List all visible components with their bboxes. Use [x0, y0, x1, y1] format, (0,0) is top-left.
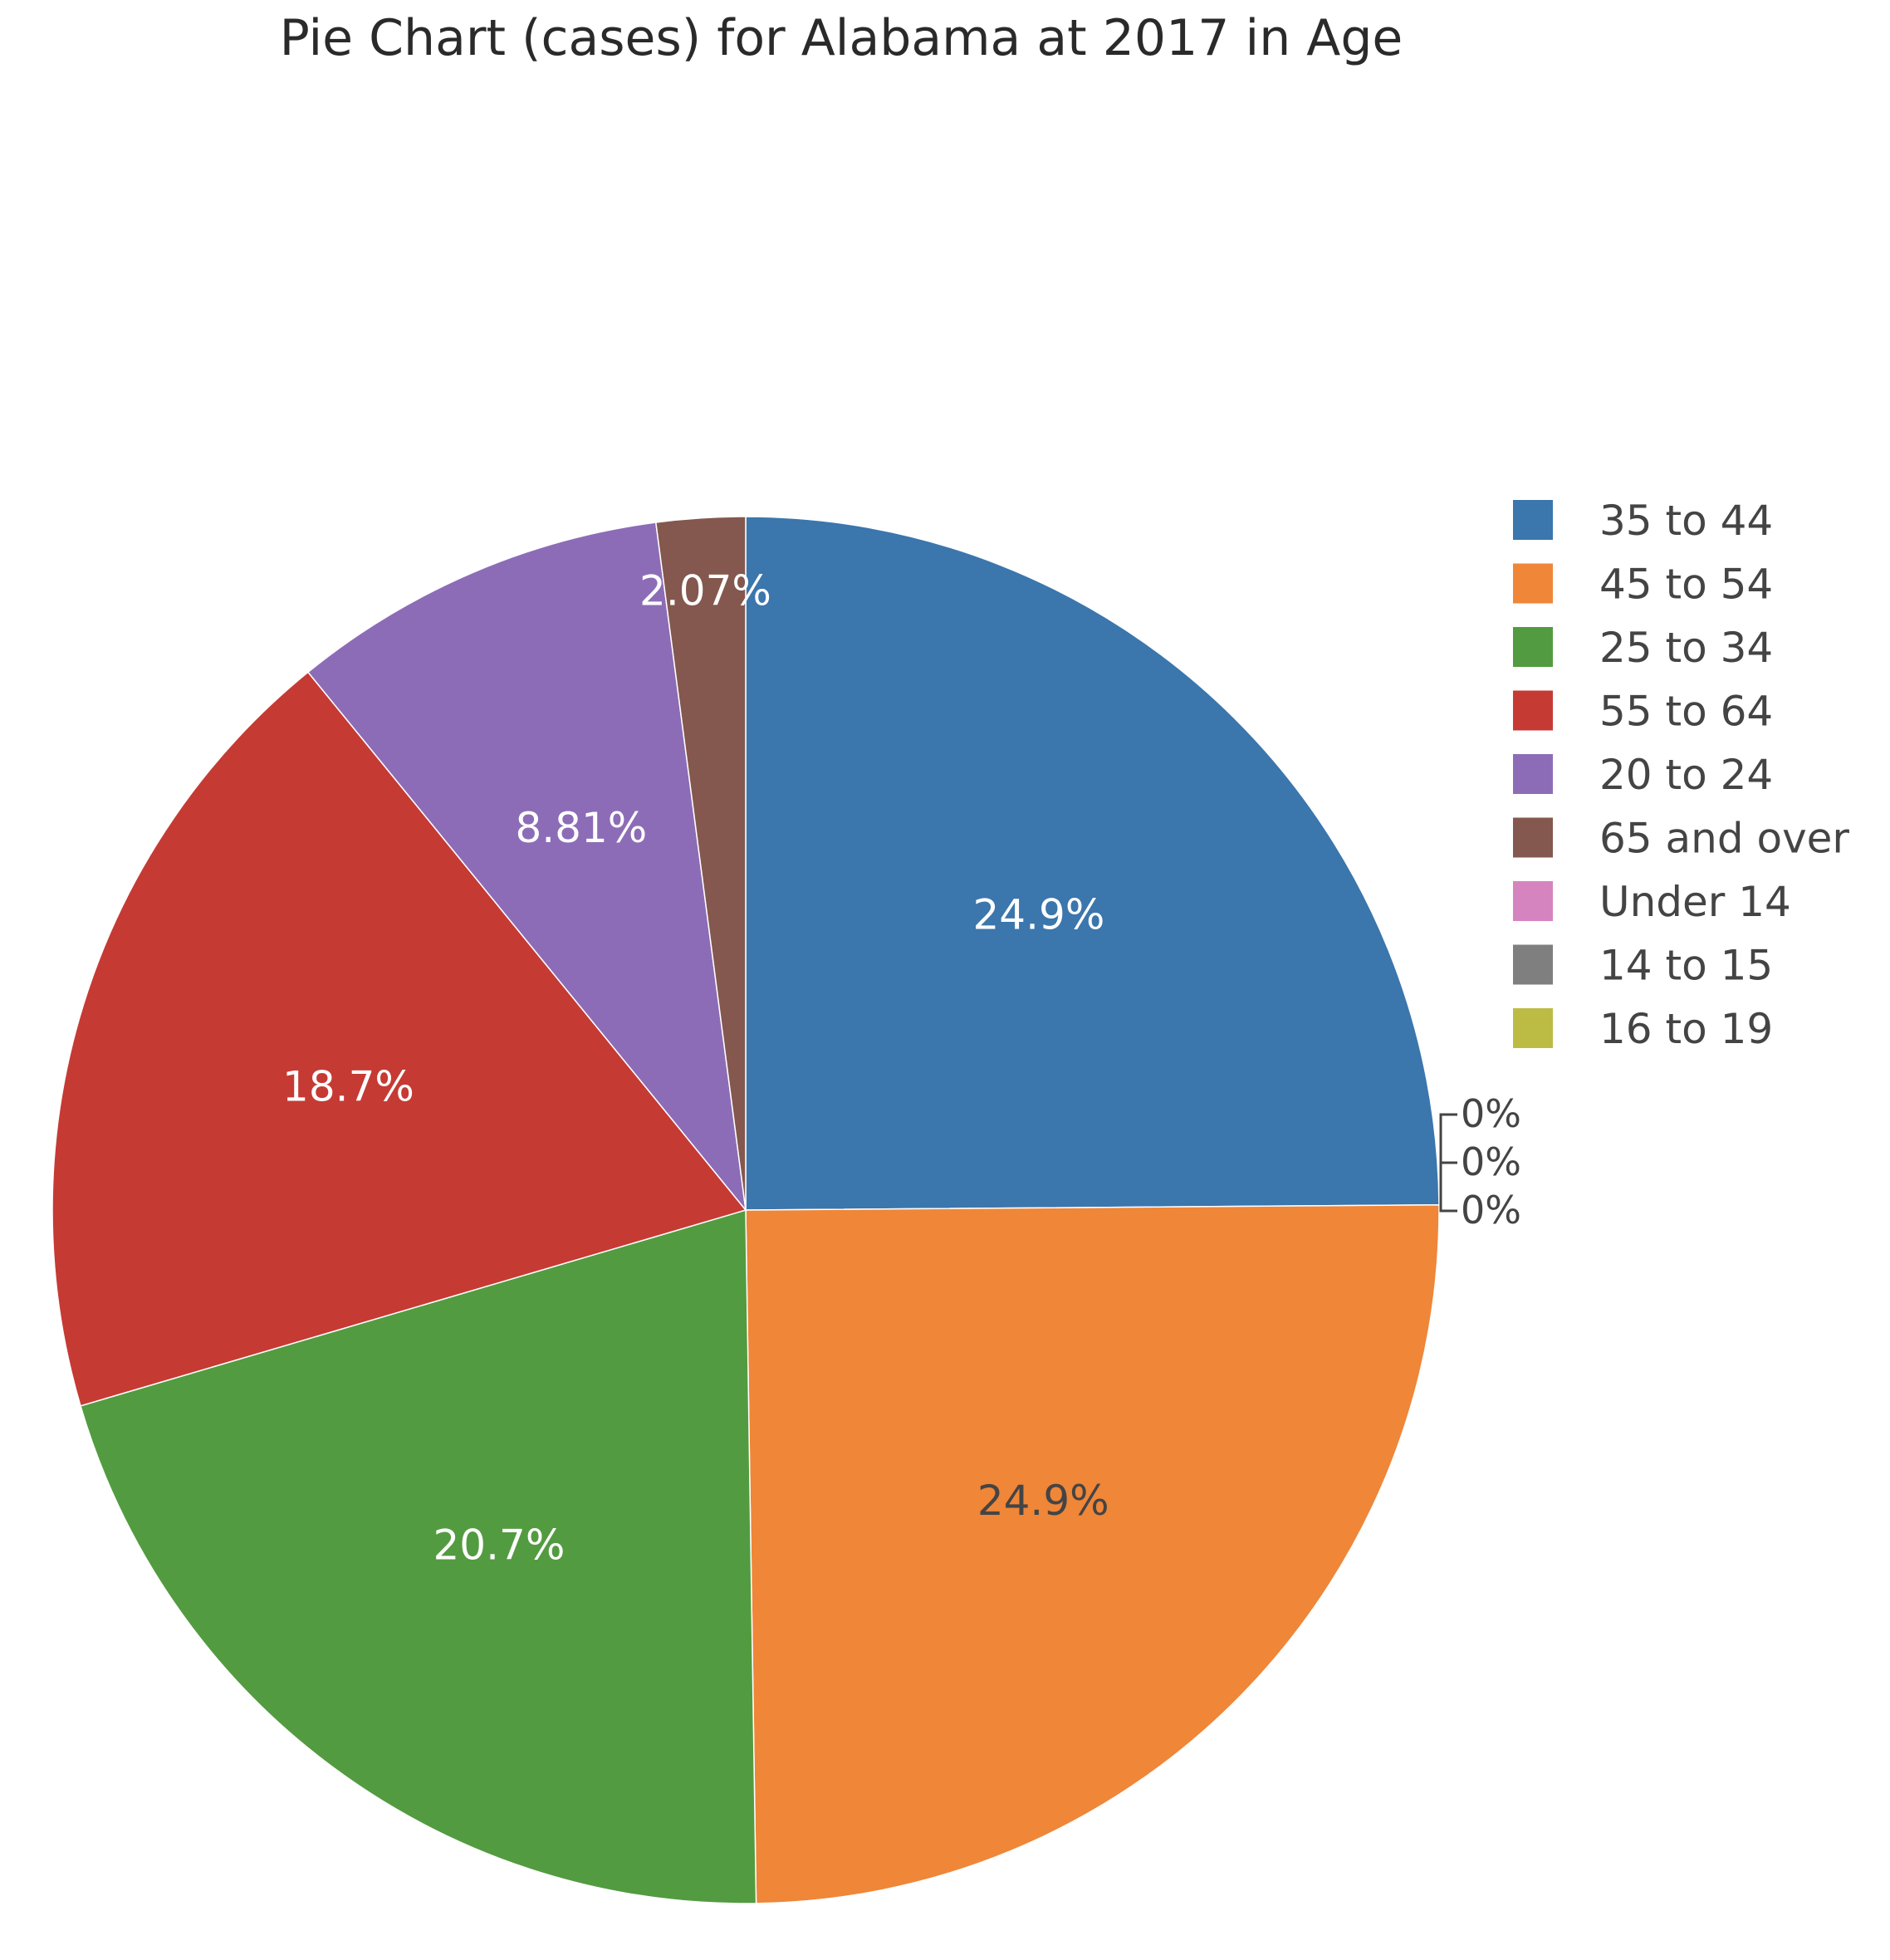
legend-swatch-55-to-64[interactable] — [1513, 690, 1553, 731]
legend-label-25-to-34[interactable]: 25 to 34 — [1599, 624, 1773, 672]
slice-label-45-to-54: 24.9% — [977, 1477, 1109, 1525]
slice-label-under-14: 0% — [1461, 1091, 1521, 1136]
legend-label-45-to-54[interactable]: 45 to 54 — [1599, 561, 1773, 609]
pie-slice-20-to-24[interactable] — [306, 522, 747, 1213]
legend-swatch-20-to-24[interactable] — [1513, 754, 1553, 794]
zero-label-connector-16-to-19 — [1439, 1203, 1457, 1213]
slice-label-25-to-34: 20.7% — [433, 1521, 566, 1569]
slice-label-20-to-24: 8.81% — [515, 804, 647, 852]
zero-label-connector-14-to-15 — [1439, 1161, 1457, 1203]
legend-swatch-under-14[interactable] — [1513, 881, 1553, 921]
legend-swatch-25-to-34[interactable] — [1513, 627, 1553, 667]
slice-label-55-to-64: 18.7% — [282, 1063, 414, 1111]
pie-slices — [51, 516, 1440, 1904]
zero-percent-labels: 0%0%0% — [1439, 1091, 1521, 1232]
legend-label-16-to-19[interactable]: 16 to 19 — [1599, 1005, 1773, 1053]
pie-slice-25-to-34[interactable] — [80, 1209, 757, 1904]
chart-title: Pie Chart (cases) for Alabama at 2017 in… — [280, 9, 1403, 67]
slice-label-16-to-19: 0% — [1461, 1188, 1521, 1232]
legend-swatch-16-to-19[interactable] — [1513, 1008, 1553, 1048]
legend-label-35-to-44[interactable]: 35 to 44 — [1599, 497, 1773, 545]
legend-label-under-14[interactable]: Under 14 — [1599, 878, 1791, 926]
slice-label-14-to-15: 0% — [1461, 1139, 1521, 1184]
legend-swatch-35-to-44[interactable] — [1513, 500, 1553, 540]
zero-label-connector-under-14 — [1439, 1113, 1457, 1203]
legend-swatch-45-to-54[interactable] — [1513, 563, 1553, 604]
legend-label-55-to-64[interactable]: 55 to 64 — [1599, 688, 1773, 736]
slice-label-65-and-over: 2.07% — [639, 566, 771, 615]
legend-label-65-and-over[interactable]: 65 and over — [1599, 815, 1849, 863]
pie-slice-45-to-54[interactable] — [745, 1203, 1440, 1904]
legend-swatch-65-and-over[interactable] — [1513, 817, 1553, 858]
legend: 35 to 44 45 to 54 25 to 34 55 to 64 20 to 24… — [1513, 497, 1849, 1053]
slice-label-35-to-44: 24.9% — [973, 890, 1105, 938]
pie-slice-labels: 24.9% 24.9% 20.7% 18.7% 8.81% 2.07% — [282, 566, 1109, 1569]
legend-swatch-14-to-15[interactable] — [1513, 944, 1553, 985]
pie-slice-35-to-44[interactable] — [745, 516, 1440, 1211]
pie-slice-65-and-over[interactable] — [654, 516, 747, 1211]
legend-label-14-to-15[interactable]: 14 to 15 — [1599, 942, 1773, 990]
legend-label-20-to-24[interactable]: 20 to 24 — [1599, 751, 1773, 799]
pie-slice-55-to-64[interactable] — [51, 671, 747, 1407]
